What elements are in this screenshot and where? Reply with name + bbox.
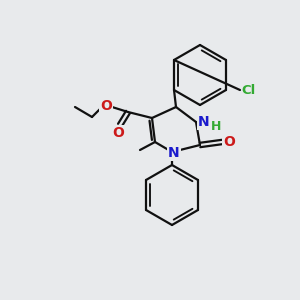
Text: N: N [168, 146, 180, 160]
Text: O: O [100, 99, 112, 113]
Text: O: O [223, 135, 235, 149]
Text: O: O [112, 126, 124, 140]
Text: N: N [198, 115, 210, 129]
Text: H: H [211, 121, 221, 134]
Text: Cl: Cl [241, 83, 255, 97]
